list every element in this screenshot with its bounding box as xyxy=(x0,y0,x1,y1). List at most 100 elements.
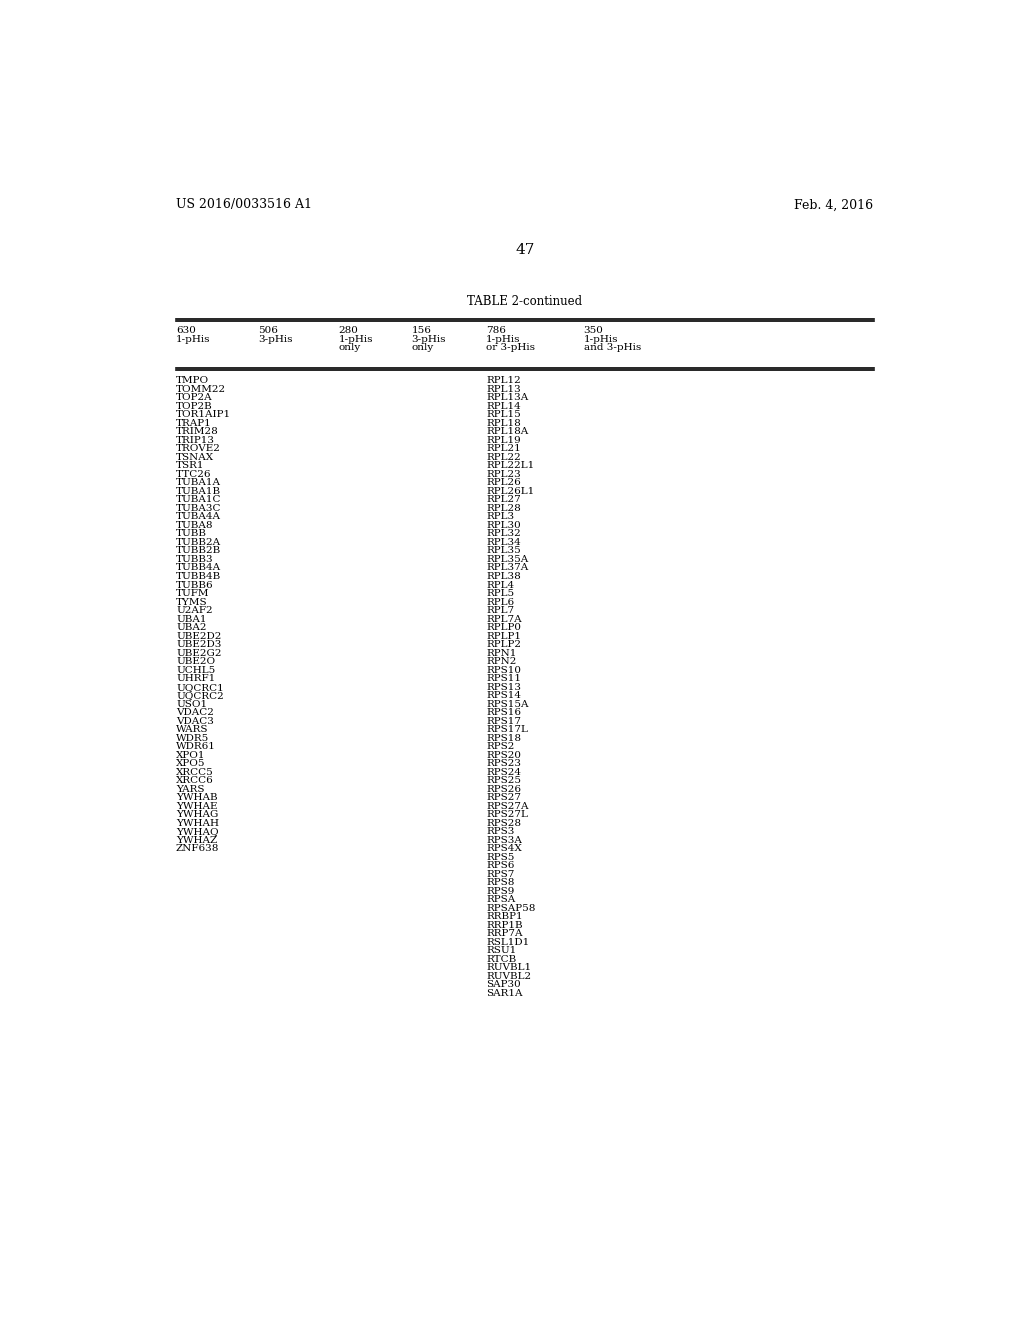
Text: RPL4: RPL4 xyxy=(486,581,514,590)
Text: TOR1AIP1: TOR1AIP1 xyxy=(176,411,231,420)
Text: YARS: YARS xyxy=(176,784,205,793)
Text: RPS11: RPS11 xyxy=(486,675,521,684)
Text: RPL13: RPL13 xyxy=(486,385,521,393)
Text: RUVBL2: RUVBL2 xyxy=(486,972,531,981)
Text: RPS15A: RPS15A xyxy=(486,700,528,709)
Text: XRCC6: XRCC6 xyxy=(176,776,214,785)
Text: RPS17L: RPS17L xyxy=(486,725,528,734)
Text: 1-pHis: 1-pHis xyxy=(176,335,211,343)
Text: TUBB: TUBB xyxy=(176,529,207,539)
Text: RPL28: RPL28 xyxy=(486,504,521,513)
Text: 156: 156 xyxy=(412,326,431,335)
Text: XPO5: XPO5 xyxy=(176,759,206,768)
Text: TUBA4A: TUBA4A xyxy=(176,512,221,521)
Text: RPS24: RPS24 xyxy=(486,768,521,776)
Text: UBE2D2: UBE2D2 xyxy=(176,631,221,640)
Text: TSNAX: TSNAX xyxy=(176,453,214,462)
Text: YWHAH: YWHAH xyxy=(176,818,219,828)
Text: RPS16: RPS16 xyxy=(486,708,521,717)
Text: RPS25: RPS25 xyxy=(486,776,521,785)
Text: RPL5: RPL5 xyxy=(486,589,514,598)
Text: RPLP1: RPLP1 xyxy=(486,631,521,640)
Text: UBE2O: UBE2O xyxy=(176,657,215,667)
Text: XRCC5: XRCC5 xyxy=(176,768,214,776)
Text: US 2016/0033516 A1: US 2016/0033516 A1 xyxy=(176,198,312,211)
Text: RPS27L: RPS27L xyxy=(486,810,528,820)
Text: RPS20: RPS20 xyxy=(486,751,521,760)
Text: RPS5: RPS5 xyxy=(486,853,514,862)
Text: 280: 280 xyxy=(339,326,358,335)
Text: RRP7A: RRP7A xyxy=(486,929,522,939)
Text: WDR5: WDR5 xyxy=(176,734,209,743)
Text: YWHAB: YWHAB xyxy=(176,793,218,803)
Text: TUBB4A: TUBB4A xyxy=(176,564,221,573)
Text: RPS28: RPS28 xyxy=(486,818,521,828)
Text: RPL3: RPL3 xyxy=(486,512,514,521)
Text: RPL13A: RPL13A xyxy=(486,393,528,403)
Text: TYMS: TYMS xyxy=(176,598,208,606)
Text: WARS: WARS xyxy=(176,725,209,734)
Text: 47: 47 xyxy=(515,243,535,257)
Text: RPS9: RPS9 xyxy=(486,887,514,896)
Text: UBE2G2: UBE2G2 xyxy=(176,648,221,657)
Text: SAP30: SAP30 xyxy=(486,981,521,990)
Text: 1-pHis: 1-pHis xyxy=(486,335,520,343)
Text: YWHAZ: YWHAZ xyxy=(176,836,217,845)
Text: TRIP13: TRIP13 xyxy=(176,436,215,445)
Text: RPL26: RPL26 xyxy=(486,478,521,487)
Text: RPS23: RPS23 xyxy=(486,759,521,768)
Text: TROVE2: TROVE2 xyxy=(176,445,221,453)
Text: RPL26L1: RPL26L1 xyxy=(486,487,535,496)
Text: RPL6: RPL6 xyxy=(486,598,514,606)
Text: 630: 630 xyxy=(176,326,196,335)
Text: UBA2: UBA2 xyxy=(176,623,207,632)
Text: TUBB2A: TUBB2A xyxy=(176,539,221,546)
Text: WDR61: WDR61 xyxy=(176,742,216,751)
Text: 350: 350 xyxy=(584,326,603,335)
Text: RPS14: RPS14 xyxy=(486,692,521,700)
Text: YWHAQ: YWHAQ xyxy=(176,828,219,837)
Text: ZNF638: ZNF638 xyxy=(176,845,219,853)
Text: RPL37A: RPL37A xyxy=(486,564,528,573)
Text: U2AF2: U2AF2 xyxy=(176,606,213,615)
Text: TMPO: TMPO xyxy=(176,376,209,385)
Text: RRBP1: RRBP1 xyxy=(486,912,522,921)
Text: RPS10: RPS10 xyxy=(486,665,521,675)
Text: 506: 506 xyxy=(258,326,279,335)
Text: TUBA3C: TUBA3C xyxy=(176,504,221,513)
Text: RPS17: RPS17 xyxy=(486,717,521,726)
Text: TOP2B: TOP2B xyxy=(176,401,213,411)
Text: 1-pHis: 1-pHis xyxy=(339,335,374,343)
Text: TSR1: TSR1 xyxy=(176,462,205,470)
Text: 3-pHis: 3-pHis xyxy=(258,335,293,343)
Text: RPL22: RPL22 xyxy=(486,453,521,462)
Text: TUBA1A: TUBA1A xyxy=(176,478,221,487)
Text: only: only xyxy=(412,343,434,352)
Text: RPL7A: RPL7A xyxy=(486,615,521,623)
Text: RPS2: RPS2 xyxy=(486,742,514,751)
Text: RPLP2: RPLP2 xyxy=(486,640,521,649)
Text: RPLP0: RPLP0 xyxy=(486,623,521,632)
Text: TUBA1C: TUBA1C xyxy=(176,495,221,504)
Text: RPS4X: RPS4X xyxy=(486,845,522,853)
Text: RPL12: RPL12 xyxy=(486,376,521,385)
Text: RPL32: RPL32 xyxy=(486,529,521,539)
Text: RPS13: RPS13 xyxy=(486,682,521,692)
Text: RPL38: RPL38 xyxy=(486,572,521,581)
Text: RPS3A: RPS3A xyxy=(486,836,522,845)
Text: TABLE 2-continued: TABLE 2-continued xyxy=(467,296,583,309)
Text: VDAC2: VDAC2 xyxy=(176,708,214,717)
Text: RPS7: RPS7 xyxy=(486,870,514,879)
Text: USO1: USO1 xyxy=(176,700,207,709)
Text: RPSA: RPSA xyxy=(486,895,515,904)
Text: TRAP1: TRAP1 xyxy=(176,418,212,428)
Text: RPL7: RPL7 xyxy=(486,606,514,615)
Text: 1-pHis: 1-pHis xyxy=(584,335,618,343)
Text: VDAC3: VDAC3 xyxy=(176,717,214,726)
Text: RSL1D1: RSL1D1 xyxy=(486,939,529,946)
Text: RPL34: RPL34 xyxy=(486,539,521,546)
Text: RPL35A: RPL35A xyxy=(486,554,528,564)
Text: only: only xyxy=(339,343,361,352)
Text: UBA1: UBA1 xyxy=(176,615,207,623)
Text: or 3-pHis: or 3-pHis xyxy=(486,343,536,352)
